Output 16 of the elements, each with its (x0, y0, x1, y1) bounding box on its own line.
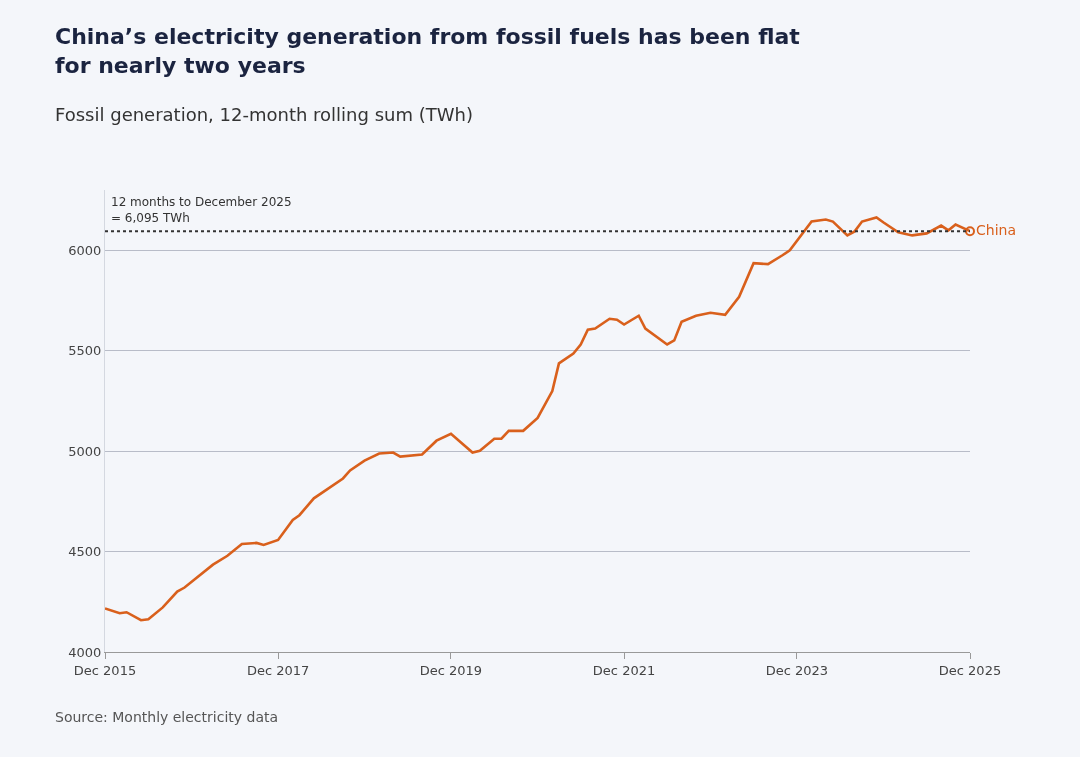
series-label: China (976, 221, 1016, 238)
chart-subtitle: Fossil generation, 12-month rolling sum (TWh) (55, 104, 473, 125)
chart-title: China’s electricity generation from fossil fuels has been flat for nearly two years (55, 24, 801, 78)
ref-line-label: 12 months to December 2025 = 6,095 TWh (111, 195, 292, 225)
x-tick-label: Dec 2019 (419, 662, 483, 678)
y-tick-label: 5500 (68, 343, 102, 359)
x-tick-label: Dec 2023 (765, 662, 829, 678)
x-tick-label: Dec 2021 (592, 662, 656, 678)
y-tick-label: 5000 (68, 443, 102, 459)
x-tick-label: Dec 2017 (246, 662, 310, 678)
x-tick-label: Dec 2015 (73, 662, 137, 678)
y-tick-label: 4500 (68, 544, 102, 560)
x-tick-label: Dec 2025 (938, 662, 1002, 678)
y-tick-label: 4000 (68, 644, 102, 660)
y-tick-label: 6000 (68, 242, 102, 258)
source-note: Source: Monthly electricity data (55, 709, 279, 725)
